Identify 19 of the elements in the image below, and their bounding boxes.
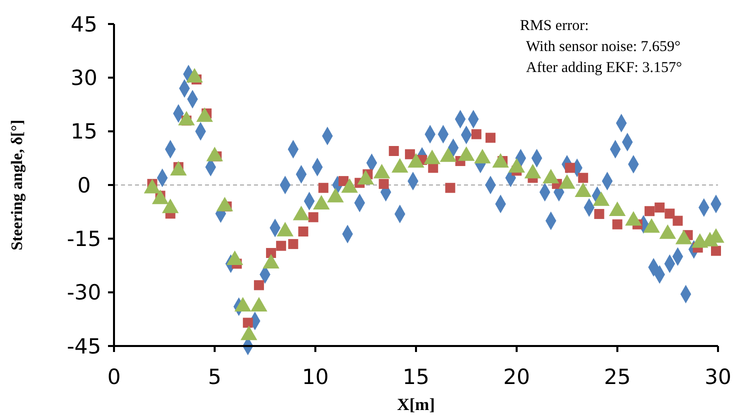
x-tick-label: 20 [503,365,530,389]
y-tick-label: 0 [77,173,91,198]
y-tick-label: -45 [66,334,102,358]
y-tick-label: 15 [70,120,98,144]
annotation: RMS error: [520,18,589,34]
annotation: With sensor noise: 7.659° [526,39,681,55]
x-tick-label: 15 [402,365,430,389]
y-tick-label: -15 [66,227,102,252]
y-tick-label: 30 [70,66,98,90]
y-axis-title: Steering angle, δ[°] [9,120,26,250]
x-tick-label: 25 [604,365,631,389]
x-tick-label: 10 [302,365,329,389]
x-tick-label: 30 [704,365,732,389]
x-tick-label: 0 [107,365,121,389]
x-axis-title: X[m] [397,395,435,414]
annotation: After adding EKF: 3.157° [526,60,682,76]
x-tick-label: 5 [208,365,222,389]
y-tick-label: -30 [66,280,102,305]
y-tick-label: 45 [70,12,98,36]
